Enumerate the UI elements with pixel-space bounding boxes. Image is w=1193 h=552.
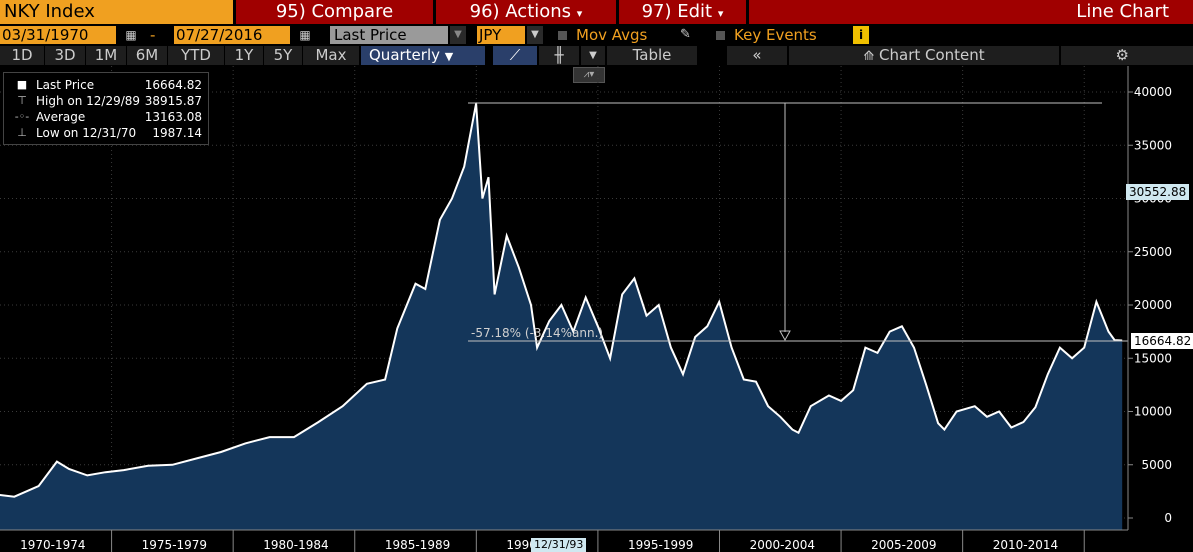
y-tick-label: 5000 xyxy=(1141,458,1172,472)
y-tick-label: 15000 xyxy=(1134,351,1172,365)
legend-label: Average xyxy=(36,109,85,125)
legend-last-price: ■ Last Price 16664.82 xyxy=(4,77,208,93)
low-marker-icon: ⊥ xyxy=(12,125,32,141)
price-area xyxy=(0,104,1122,531)
y-tick-label: 25000 xyxy=(1134,245,1172,259)
x-tick-label: 2010-2014 xyxy=(993,538,1058,552)
area-layer xyxy=(0,104,1122,531)
average-marker-icon: -◦- xyxy=(12,109,32,125)
legend-value: 38915.87 xyxy=(145,93,202,109)
legend-label: Last Price xyxy=(36,77,94,93)
price-flag-top: 30552.88 xyxy=(1126,184,1189,200)
y-tick-label: 40000 xyxy=(1134,85,1172,99)
legend-low: ⊥ Low on 12/31/70 1987.14 xyxy=(4,125,208,141)
legend-label: Low on 12/31/70 xyxy=(36,125,136,141)
legend-value: 13163.08 xyxy=(145,109,202,125)
x-tick-label: 1980-1984 xyxy=(263,538,328,552)
y-tick-label: 35000 xyxy=(1134,138,1172,152)
x-tick-label: 1970-1974 xyxy=(20,538,85,552)
square-icon: ■ xyxy=(12,77,32,93)
cursor-date-flag: 12/31/93 xyxy=(531,538,586,552)
y-tick-label: 0 xyxy=(1164,511,1172,525)
x-tick-label: 1995-1999 xyxy=(628,538,693,552)
change-annotation: -57.18% (-3.14%ann.) xyxy=(471,326,611,341)
legend-label: High on 12/29/89 xyxy=(36,93,140,109)
legend-high: ⊤ High on 12/29/89 38915.87 xyxy=(4,93,208,109)
x-tick-label: 2005-2009 xyxy=(871,538,936,552)
change-arrow-head xyxy=(780,331,790,340)
x-tick-label: 1975-1979 xyxy=(142,538,207,552)
x-tick-label: 2000-2004 xyxy=(750,538,815,552)
price-flag-last: 16664.82 xyxy=(1131,333,1193,349)
legend-box: ■ Last Price 16664.82 ⊤ High on 12/29/89… xyxy=(3,72,209,145)
legend-value: 16664.82 xyxy=(145,77,202,93)
legend-average: -◦- Average 13163.08 xyxy=(4,109,208,125)
x-tick-label: 1985-1989 xyxy=(385,538,450,552)
y-ticks: 0500010000150002000025000300003500040000 xyxy=(1128,85,1172,525)
legend-value: 1987.14 xyxy=(152,125,202,141)
high-marker-icon: ⊤ xyxy=(12,93,32,109)
y-tick-label: 10000 xyxy=(1134,405,1172,419)
y-tick-label: 20000 xyxy=(1134,298,1172,312)
